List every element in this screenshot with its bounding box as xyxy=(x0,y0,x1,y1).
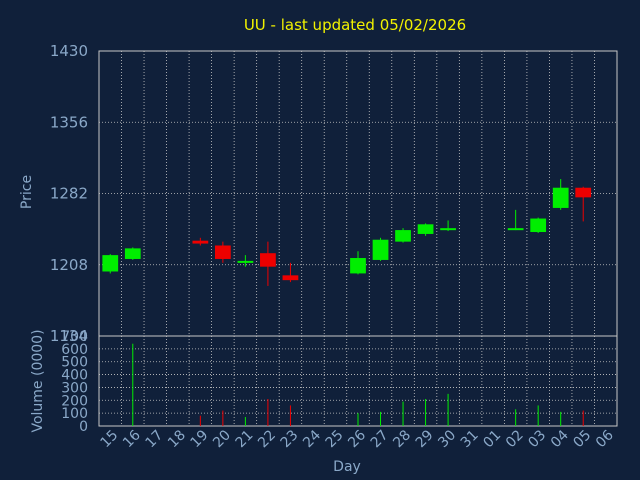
price-tick-label: 1282 xyxy=(50,185,88,203)
price-tick-label: 1134 xyxy=(50,327,88,345)
candle-body xyxy=(440,228,456,231)
volume-tick-label: 100 xyxy=(61,406,88,422)
candle-body xyxy=(350,258,366,274)
candle-body xyxy=(124,248,141,259)
price-tick-label: 1208 xyxy=(50,256,88,274)
candle-body xyxy=(575,187,592,198)
candle-body xyxy=(214,245,231,259)
volume-tick-label: 0 xyxy=(79,419,88,435)
price-axis-label: Price xyxy=(19,175,35,209)
candle-body xyxy=(507,228,524,231)
candle-body xyxy=(417,224,434,234)
candle-body xyxy=(552,187,569,208)
price-panel: 1430 1356 1282 1208 1134 xyxy=(50,42,618,345)
candle-body xyxy=(102,255,119,272)
volume-tick-label: 400 xyxy=(61,368,88,384)
candle-body xyxy=(282,275,299,281)
candle-body xyxy=(395,230,411,242)
volume-tick-label: 500 xyxy=(61,355,88,371)
volume-tick-label: 700 xyxy=(61,329,88,345)
volume-tick-label: 200 xyxy=(61,393,88,409)
volume-tick-label: 300 xyxy=(61,380,88,396)
candle-body xyxy=(237,260,254,263)
x-axis-label: Day xyxy=(333,459,361,475)
chart-title: UU - last updated 05/02/2026 xyxy=(244,16,466,34)
candle-body xyxy=(260,253,276,267)
candle-body xyxy=(192,240,209,244)
volume-tick-label: 600 xyxy=(61,342,88,358)
price-tick-label: 1430 xyxy=(50,42,88,60)
candle-body xyxy=(530,218,547,233)
price-tick-label: 1356 xyxy=(50,113,88,131)
candle-body xyxy=(372,239,389,260)
volume-axis-label: Volume (0000) xyxy=(30,329,46,432)
